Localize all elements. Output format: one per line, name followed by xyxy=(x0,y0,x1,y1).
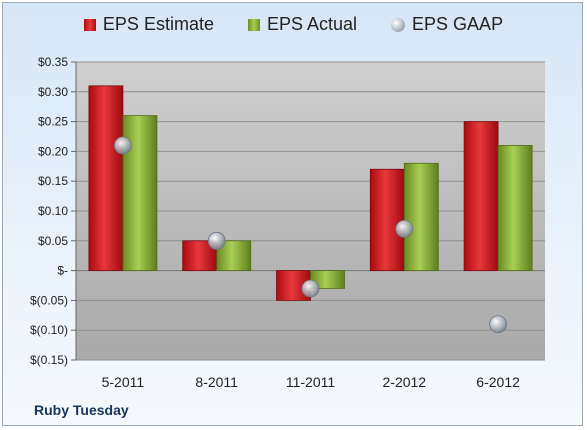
y-tick-label: $0.10 xyxy=(38,204,68,218)
bar-eps-estimate xyxy=(88,85,124,271)
marker-eps-gaap xyxy=(395,219,414,238)
legend: EPS Estimate EPS Actual EPS GAAP xyxy=(0,14,587,35)
legend-label-actual: EPS Actual xyxy=(266,14,358,34)
y-tick-label: $(0.05) xyxy=(30,293,68,307)
x-tick-label: 8-2011 xyxy=(195,374,238,390)
y-tick-label: $(0.10) xyxy=(30,323,68,337)
legend-label-estimate: EPS Estimate xyxy=(102,14,214,34)
legend-swatch-actual xyxy=(247,18,260,31)
bar-eps-estimate xyxy=(369,168,405,271)
company-name: Ruby Tuesday xyxy=(34,402,129,418)
y-tick-label: $0.30 xyxy=(38,85,68,99)
bar-eps-estimate xyxy=(463,121,499,271)
x-tick-label: 2-2012 xyxy=(383,374,427,390)
legend-item-estimate: EPS Estimate xyxy=(83,14,214,35)
legend-swatch-gaap xyxy=(391,17,406,32)
y-tick-label: $0.25 xyxy=(38,115,68,129)
y-tick-label: $(0.15) xyxy=(30,353,68,367)
marker-eps-gaap xyxy=(301,279,320,298)
marker-eps-gaap xyxy=(207,231,226,250)
y-axis: $0.35 $0.30 $0.25 $0.20 $0.15 $0.10 $0.05 $- $(0… xyxy=(30,55,77,367)
legend-item-gaap: EPS GAAP xyxy=(391,14,503,35)
x-axis: 5-2011 8-2011 11-2011 2-2012 6-2012 xyxy=(102,374,520,390)
x-tick-label: 11-2011 xyxy=(286,374,336,390)
bar-eps-actual xyxy=(403,162,439,272)
legend-label-gaap: EPS GAAP xyxy=(412,14,504,34)
bar-eps-actual xyxy=(497,145,533,272)
y-tick-label: $0.35 xyxy=(38,55,68,69)
legend-item-actual: EPS Actual xyxy=(247,14,358,35)
y-tick-label: $0.05 xyxy=(38,234,68,248)
gaap-markers xyxy=(114,136,508,334)
y-tick-label: $0.20 xyxy=(38,144,68,158)
bar-eps-actual xyxy=(310,270,345,289)
y-tick-label: $- xyxy=(57,264,68,278)
marker-eps-gaap xyxy=(114,136,132,155)
marker-eps-gaap xyxy=(489,315,508,334)
x-tick-label: 6-2012 xyxy=(476,374,520,390)
x-tick-label: 5-2011 xyxy=(102,374,145,390)
legend-swatch-estimate xyxy=(83,18,96,31)
y-tick-label: $0.15 xyxy=(38,174,68,188)
